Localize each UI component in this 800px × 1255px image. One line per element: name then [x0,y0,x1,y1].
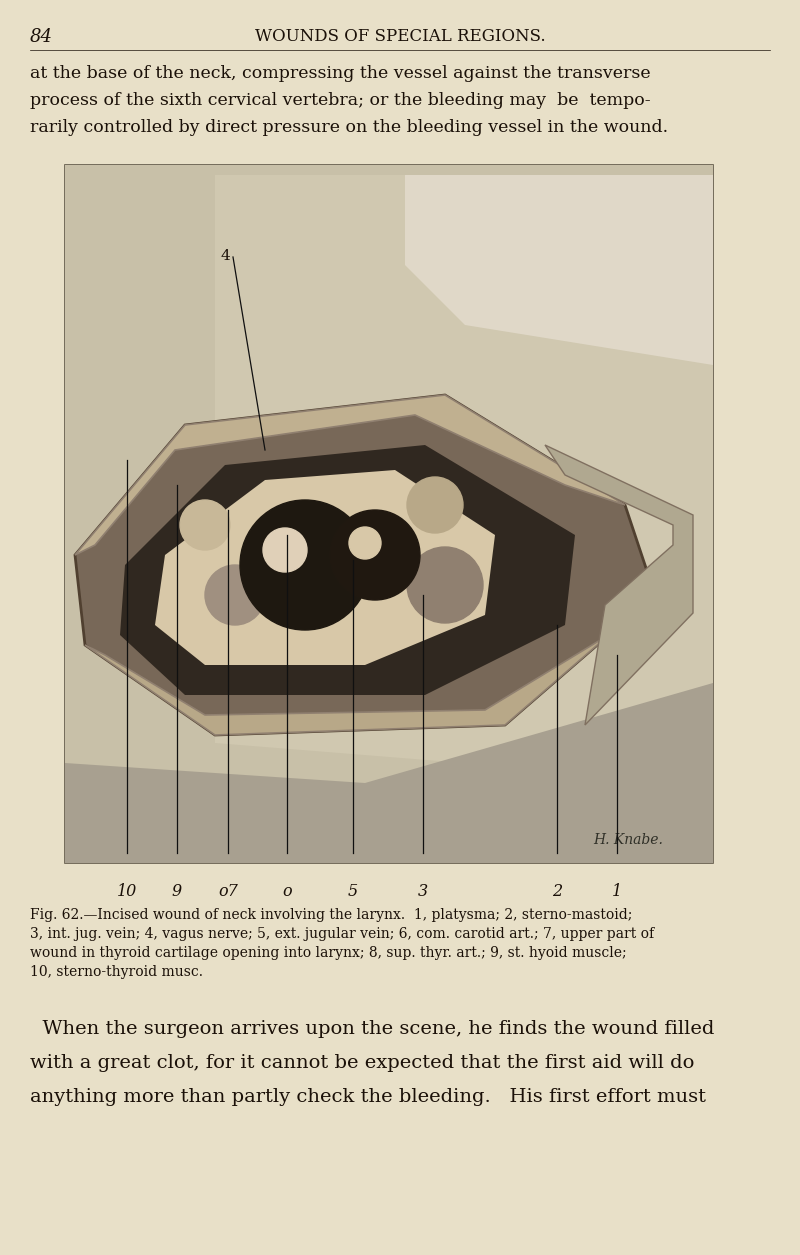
Text: at the base of the neck, compressing the vessel against the transverse: at the base of the neck, compressing the… [30,65,650,82]
Polygon shape [215,174,713,783]
Text: with a great clot, for it cannot be expected that the first aid will do: with a great clot, for it cannot be expe… [30,1054,694,1072]
Circle shape [330,510,420,600]
Text: WOUNDS OF SPECIAL REGIONS.: WOUNDS OF SPECIAL REGIONS. [254,28,546,45]
Polygon shape [65,683,713,863]
Text: o7: o7 [218,884,238,900]
Circle shape [349,527,381,558]
Circle shape [263,528,307,572]
Polygon shape [545,446,693,725]
Circle shape [180,499,230,550]
Circle shape [407,477,463,533]
Circle shape [205,565,265,625]
Text: rarily controlled by direct pressure on the bleeding vessel in the wound.: rarily controlled by direct pressure on … [30,119,668,136]
Bar [65,164,713,863]
Polygon shape [85,595,655,735]
Text: 84: 84 [30,28,53,46]
Text: o: o [282,884,292,900]
Text: When the surgeon arrives upon the scene, he finds the wound filled: When the surgeon arrives upon the scene,… [30,1020,714,1038]
Text: 5: 5 [348,884,358,900]
Polygon shape [75,395,655,735]
Text: 9: 9 [172,884,182,900]
Text: 1: 1 [612,884,622,900]
Text: wound in thyroid cartilage opening into larynx; 8, sup. thyr. art.; 9, st. hyoid: wound in thyroid cartilage opening into … [30,946,626,960]
Text: process of the sixth cervical vertebra; or the bleeding may  be  tempo-: process of the sixth cervical vertebra; … [30,92,650,109]
Polygon shape [405,174,713,365]
Text: 2: 2 [552,884,562,900]
Text: 10, sterno-thyroid musc.: 10, sterno-thyroid musc. [30,965,203,979]
Text: H. Knabe.: H. Knabe. [593,833,663,847]
Text: 3: 3 [418,884,428,900]
Circle shape [240,499,370,630]
Text: 3, int. jug. vein; 4, vagus nerve; 5, ext. jugular vein; 6, com. carotid art.; 7: 3, int. jug. vein; 4, vagus nerve; 5, ex… [30,927,654,941]
Polygon shape [120,446,575,695]
Bar [65,164,713,863]
Polygon shape [155,471,495,665]
Polygon shape [75,395,625,555]
Text: 4: 4 [220,248,230,264]
Text: Fig. 62.—Incised wound of neck involving the larynx.  1, platysma; 2, sterno-mas: Fig. 62.—Incised wound of neck involving… [30,909,632,922]
Circle shape [407,547,483,622]
Text: anything more than partly check the bleeding.   His first effort must: anything more than partly check the blee… [30,1088,706,1106]
Text: 10: 10 [117,884,137,900]
